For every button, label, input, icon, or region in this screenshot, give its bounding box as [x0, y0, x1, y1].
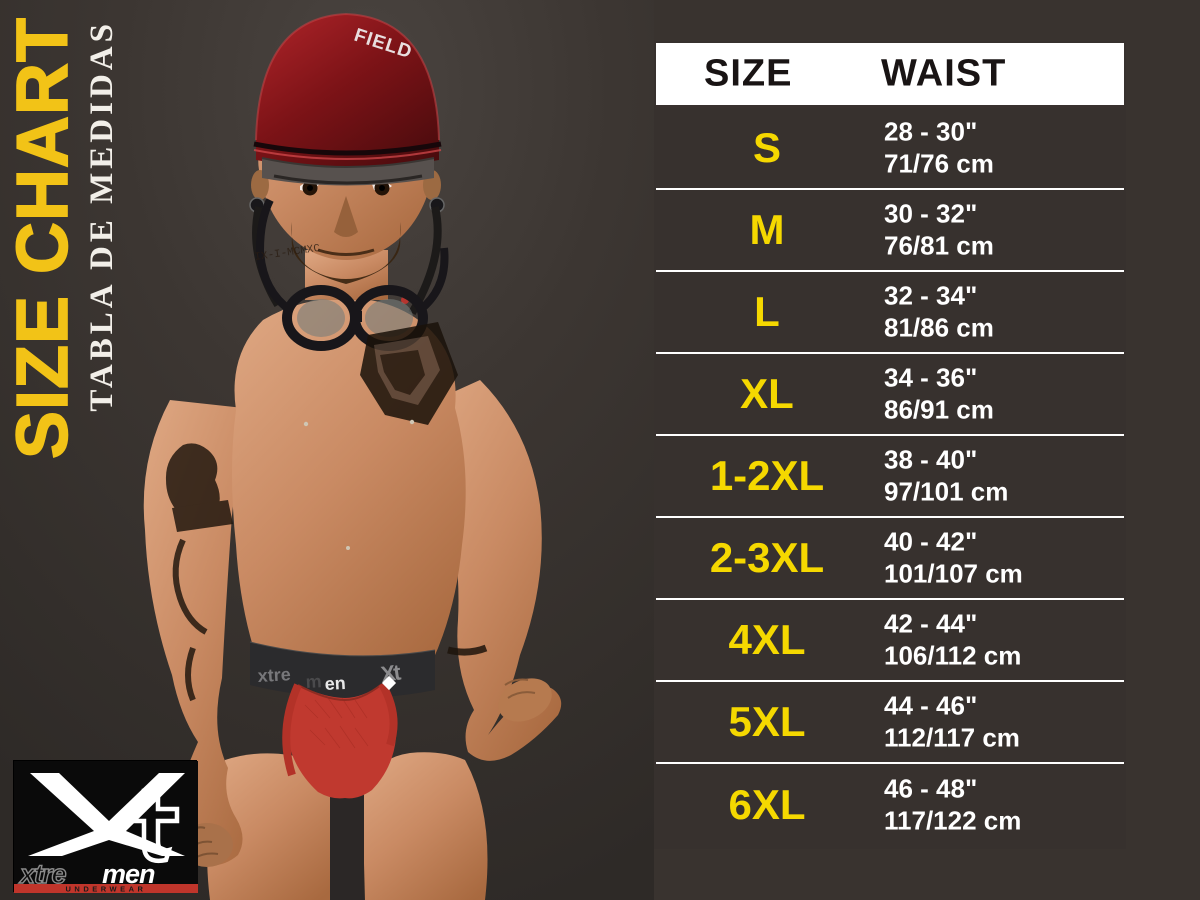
svg-text:en: en — [324, 673, 346, 694]
svg-text:UNDERWEAR: UNDERWEAR — [66, 885, 147, 894]
svg-text:xtre: xtre — [257, 664, 291, 686]
